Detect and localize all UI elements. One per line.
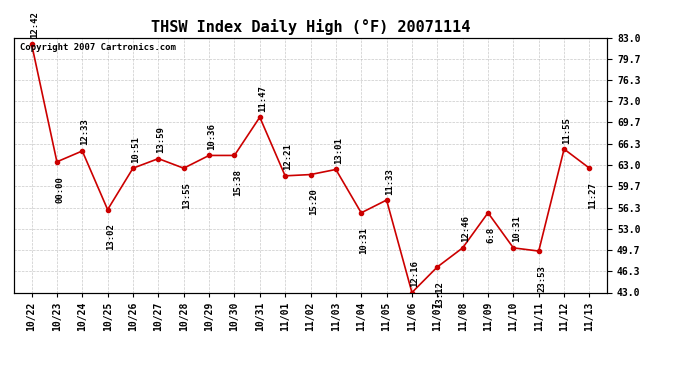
Text: 10:31: 10:31 xyxy=(359,227,368,254)
Text: 10:31: 10:31 xyxy=(512,216,521,242)
Text: 13:01: 13:01 xyxy=(334,137,343,164)
Text: Copyright 2007 Cartronics.com: Copyright 2007 Cartronics.com xyxy=(20,43,176,52)
Text: 10:36: 10:36 xyxy=(207,123,217,150)
Text: 23:53: 23:53 xyxy=(537,265,546,292)
Text: 15:20: 15:20 xyxy=(309,189,318,215)
Text: 12:46: 12:46 xyxy=(461,216,470,242)
Title: THSW Index Daily High (°F) 20071114: THSW Index Daily High (°F) 20071114 xyxy=(151,19,470,35)
Text: 12:16: 12:16 xyxy=(411,260,420,287)
Text: 11:27: 11:27 xyxy=(588,182,597,209)
Text: 12:21: 12:21 xyxy=(284,143,293,170)
Text: 15:38: 15:38 xyxy=(233,170,241,196)
Text: 11:33: 11:33 xyxy=(385,168,394,195)
Text: 11:55: 11:55 xyxy=(562,117,571,144)
Text: 10:51: 10:51 xyxy=(131,136,140,163)
Text: 13:02: 13:02 xyxy=(106,224,115,251)
Text: 13:59: 13:59 xyxy=(157,126,166,153)
Text: 12:33: 12:33 xyxy=(81,118,90,146)
Text: 00:00: 00:00 xyxy=(55,176,64,203)
Text: 6:8: 6:8 xyxy=(486,227,495,243)
Text: 13:12: 13:12 xyxy=(435,281,444,308)
Text: 12:42: 12:42 xyxy=(30,12,39,38)
Text: 11:47: 11:47 xyxy=(258,85,267,112)
Text: 13:55: 13:55 xyxy=(182,182,191,209)
